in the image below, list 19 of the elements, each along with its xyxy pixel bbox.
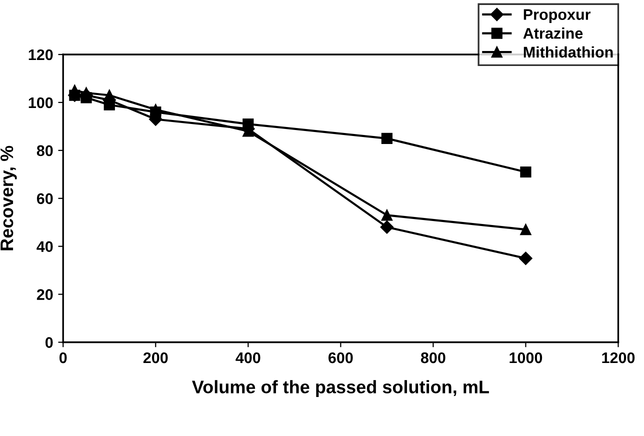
y-tick-label: 20 <box>36 289 53 300</box>
x-tick-label: 1000 <box>510 352 542 364</box>
y-tick-label: 80 <box>36 145 53 156</box>
x-tick-label: 400 <box>236 352 260 364</box>
x-tick-label: 800 <box>420 352 446 364</box>
x-tick-label: 200 <box>143 352 168 364</box>
y-axis-title: Recovery, % <box>0 146 17 250</box>
y-tick-label: 120 <box>28 49 53 60</box>
legend-label: Atrazine <box>523 28 583 39</box>
legend-label: Mithidathion <box>524 46 613 58</box>
y-tick-label: 40 <box>36 241 53 252</box>
x-tick-label: 0 <box>59 352 67 364</box>
y-tick-label: 100 <box>28 97 53 108</box>
x-tick-label: 600 <box>328 352 353 364</box>
x-tick-label: 1200 <box>602 352 635 364</box>
y-tick-label: 60 <box>36 193 53 204</box>
y-tick-label: 0 <box>46 337 53 348</box>
legend-label: Propoxur <box>524 9 591 23</box>
x-axis-title: Volume of the passed solution, mL <box>192 380 489 397</box>
